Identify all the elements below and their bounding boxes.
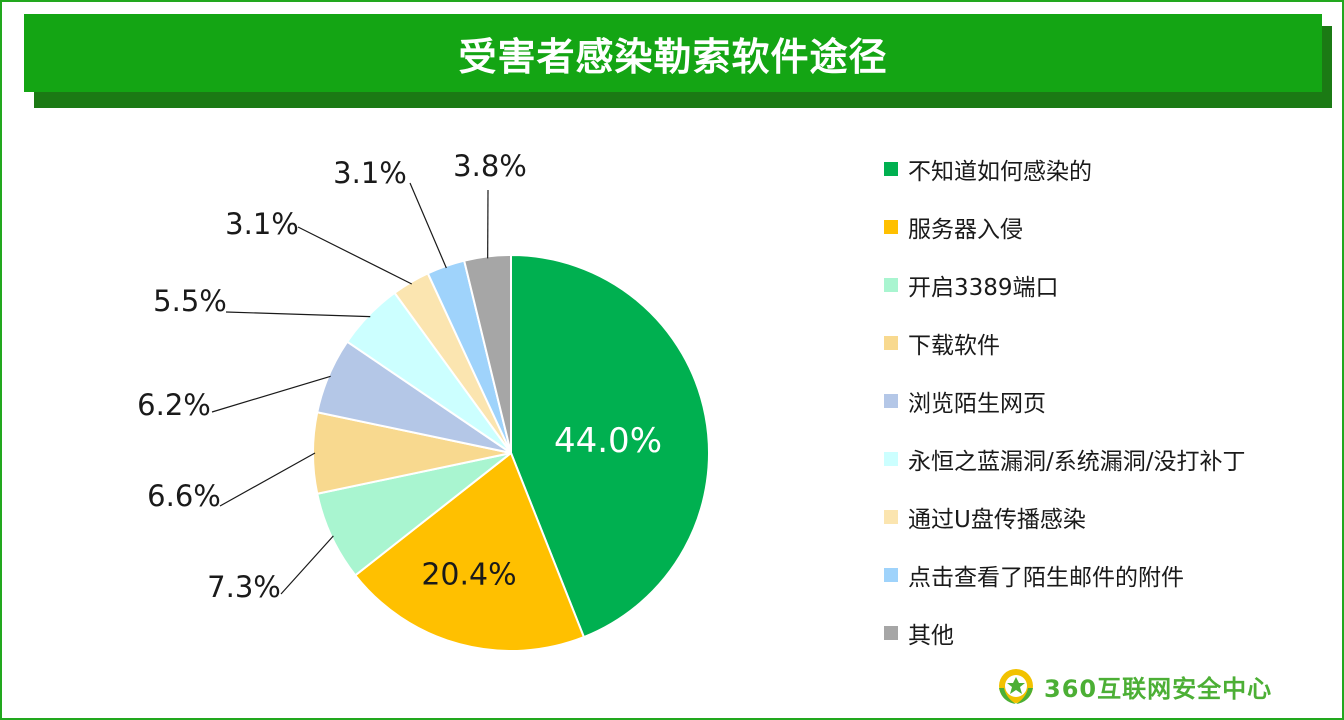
legend-swatch xyxy=(884,336,898,350)
360-leaf-logo-icon xyxy=(999,669,1033,704)
title-banner: 受害者感染勒索软件途径 xyxy=(24,14,1322,92)
data-label: 6.6% xyxy=(147,479,221,513)
legend-swatch xyxy=(884,510,898,524)
legend-swatch xyxy=(884,452,898,466)
legend-item: 其他 xyxy=(884,604,1324,662)
pie-slice xyxy=(353,451,586,652)
pie-slice xyxy=(510,253,710,639)
data-label: 5.5% xyxy=(153,284,227,318)
legend-item: 浏览陌生网页 xyxy=(884,372,1324,430)
legend-item: 不知道如何感染的 xyxy=(884,140,1324,198)
leader-line xyxy=(219,452,316,507)
legend-label: 浏览陌生网页 xyxy=(908,391,1046,417)
legend-label: 服务器入侵 xyxy=(908,217,1023,243)
leader-line xyxy=(409,182,447,269)
brand-footer: 360互联网安全中心 xyxy=(996,664,1272,708)
data-label: 3.1% xyxy=(333,156,407,190)
leader-line xyxy=(280,535,334,595)
legend-item: 服务器入侵 xyxy=(884,198,1324,256)
legend-item: 开启3389端口 xyxy=(884,256,1324,314)
brand-name: 360互联网安全中心 xyxy=(1044,674,1273,703)
legend-swatch xyxy=(884,394,898,408)
data-label: 44.0% xyxy=(554,421,662,461)
legend-label: 其他 xyxy=(908,623,954,649)
legend-label: 不知道如何感染的 xyxy=(908,159,1092,185)
data-label: 6.2% xyxy=(137,388,211,422)
legend-label: 点击查看了陌生邮件的附件 xyxy=(908,565,1184,591)
legend-swatch xyxy=(884,220,898,234)
legend-swatch xyxy=(884,626,898,640)
data-label: 3.1% xyxy=(225,207,299,241)
legend-label: 通过U盘传播感染 xyxy=(908,507,1086,533)
legend-swatch xyxy=(884,568,898,582)
legend-swatch xyxy=(884,162,898,176)
leader-line xyxy=(297,226,413,285)
legend-item: 永恒之蓝漏洞/系统漏洞/没打补丁 xyxy=(884,430,1324,488)
legend-item: 点击查看了陌生邮件的附件 xyxy=(884,546,1324,604)
leader-line xyxy=(211,375,331,413)
legend-swatch xyxy=(884,278,898,292)
legend-label: 开启3389端口 xyxy=(908,275,1059,301)
data-label: 3.8% xyxy=(453,149,527,183)
chart-legend: 不知道如何感染的 服务器入侵开启3389端口 下载软件浏览陌生网页永恒之蓝漏洞/系统… xyxy=(884,140,1324,662)
legend-label: 下载软件 xyxy=(908,333,1000,359)
leader-line xyxy=(225,311,371,318)
chart-title: 受害者感染勒索软件途径 xyxy=(458,34,888,79)
legend-item: 下载软件 xyxy=(884,314,1324,372)
data-label: 7.3% xyxy=(207,570,281,604)
legend-label: 永恒之蓝漏洞/系统漏洞/没打补丁 xyxy=(908,449,1246,475)
data-label: 20.4% xyxy=(421,558,516,593)
legend-item: 通过U盘传播感染 xyxy=(884,488,1324,546)
